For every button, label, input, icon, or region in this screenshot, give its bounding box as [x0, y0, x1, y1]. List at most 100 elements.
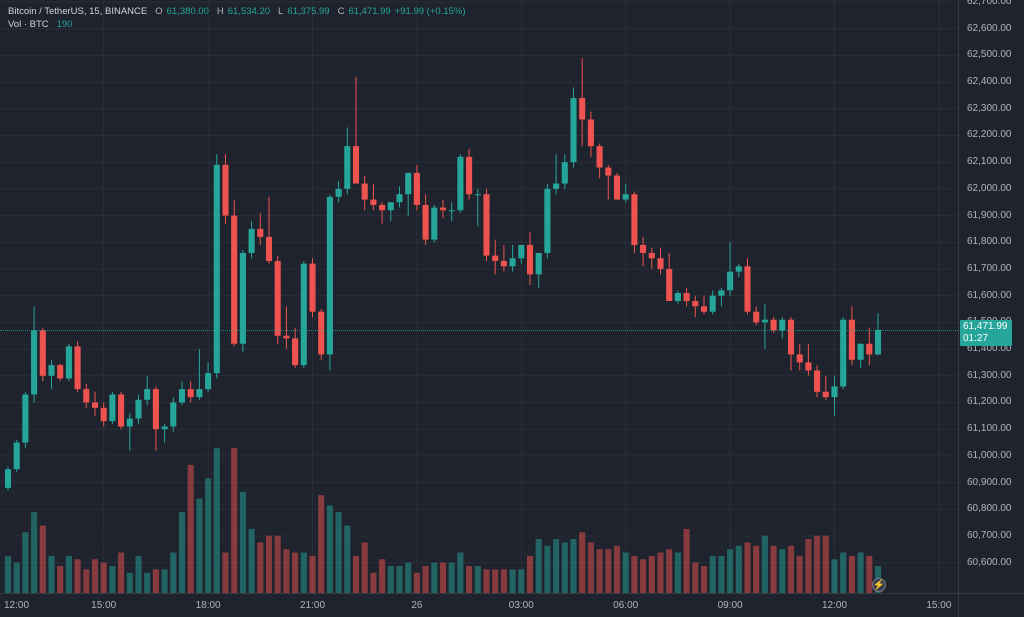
- candle[interactable]: [13, 439, 20, 472]
- candle[interactable]: [161, 423, 168, 443]
- candle[interactable]: [474, 188, 481, 227]
- candle[interactable]: [39, 327, 46, 382]
- candle[interactable]: [335, 180, 342, 203]
- candle[interactable]: [796, 343, 803, 371]
- candle[interactable]: [561, 154, 568, 189]
- candle[interactable]: [744, 258, 751, 315]
- candle[interactable]: [492, 239, 499, 275]
- candle[interactable]: [439, 199, 447, 219]
- candle[interactable]: [413, 164, 420, 211]
- candle[interactable]: [422, 194, 429, 245]
- candle[interactable]: [544, 183, 551, 259]
- candle[interactable]: [152, 386, 159, 451]
- candle[interactable]: [640, 236, 647, 267]
- candle[interactable]: [318, 309, 325, 360]
- candle[interactable]: [840, 317, 847, 390]
- candle[interactable]: [692, 295, 699, 318]
- candle[interactable]: [631, 191, 638, 253]
- candle[interactable]: [196, 349, 203, 400]
- candle[interactable]: [344, 127, 351, 195]
- candle[interactable]: [648, 247, 655, 269]
- candle[interactable]: [178, 381, 186, 406]
- candle[interactable]: [309, 258, 316, 318]
- candle[interactable]: [74, 341, 81, 392]
- candle[interactable]: [822, 375, 829, 400]
- candle[interactable]: [831, 375, 838, 416]
- candle[interactable]: [570, 87, 577, 168]
- volume-label[interactable]: Vol · BTC: [8, 19, 49, 30]
- candle[interactable]: [283, 306, 290, 350]
- candle[interactable]: [387, 202, 394, 221]
- candle[interactable]: [257, 212, 264, 245]
- candle[interactable]: [91, 391, 99, 416]
- candle[interactable]: [622, 183, 629, 203]
- candle[interactable]: [657, 247, 664, 275]
- candle[interactable]: [231, 199, 238, 347]
- candlestick-series[interactable]: [0, 0, 958, 593]
- candle[interactable]: [448, 202, 455, 221]
- candle[interactable]: [848, 306, 855, 366]
- candle[interactable]: [31, 306, 38, 403]
- candle[interactable]: [57, 363, 64, 382]
- candle[interactable]: [727, 242, 734, 296]
- candle[interactable]: [265, 196, 273, 264]
- candle[interactable]: [405, 172, 412, 216]
- candle[interactable]: [466, 148, 473, 200]
- candle[interactable]: [674, 290, 681, 304]
- candle[interactable]: [431, 204, 438, 243]
- candle[interactable]: [753, 306, 760, 326]
- candle[interactable]: [666, 252, 673, 302]
- candle[interactable]: [553, 154, 560, 195]
- candle[interactable]: [857, 343, 864, 368]
- candle[interactable]: [518, 244, 525, 264]
- candle[interactable]: [274, 255, 281, 344]
- candle[interactable]: [187, 381, 194, 403]
- candle[interactable]: [500, 244, 507, 272]
- candle[interactable]: [239, 250, 246, 352]
- candle[interactable]: [874, 313, 882, 356]
- candle[interactable]: [483, 188, 490, 261]
- candle[interactable]: [300, 260, 307, 368]
- candle[interactable]: [292, 327, 299, 368]
- candle[interactable]: [605, 164, 612, 200]
- candle[interactable]: [535, 252, 542, 288]
- candle[interactable]: [361, 175, 368, 211]
- candle[interactable]: [787, 317, 795, 371]
- candle[interactable]: [779, 317, 786, 339]
- candle[interactable]: [100, 402, 107, 427]
- candle[interactable]: [109, 391, 116, 424]
- candle[interactable]: [144, 375, 151, 406]
- chart-area[interactable]: [0, 0, 958, 593]
- candle[interactable]: [22, 391, 29, 448]
- candle[interactable]: [579, 58, 586, 147]
- candle[interactable]: [735, 263, 742, 277]
- candle[interactable]: [709, 290, 716, 315]
- time-scale[interactable]: 12:00 15:00 18:00 21:00 26 03:00 06:00 09:00 12:…: [0, 593, 958, 617]
- candle[interactable]: [248, 220, 255, 259]
- candle[interactable]: [326, 194, 333, 371]
- candle[interactable]: [509, 244, 516, 272]
- candle[interactable]: [587, 111, 594, 157]
- candle[interactable]: [205, 362, 212, 392]
- symbol-title[interactable]: Bitcoin / TetherUS, 15, BINANCE: [8, 6, 148, 17]
- candle[interactable]: [379, 202, 386, 224]
- candle[interactable]: [718, 287, 725, 307]
- candle[interactable]: [126, 413, 133, 451]
- candle[interactable]: [700, 295, 708, 315]
- candle[interactable]: [352, 76, 360, 184]
- candle[interactable]: [457, 154, 464, 213]
- candle[interactable]: [370, 183, 377, 211]
- candle[interactable]: [213, 154, 220, 379]
- candle[interactable]: [4, 466, 12, 491]
- lightning-icon[interactable]: ⚡: [872, 578, 886, 592]
- candle[interactable]: [118, 391, 125, 430]
- candle[interactable]: [683, 287, 690, 307]
- price-scale[interactable]: 62,700.00 62,600.00 62,500.00 62,400.00 62,3…: [958, 0, 1024, 593]
- candle[interactable]: [596, 143, 603, 179]
- candle[interactable]: [396, 186, 403, 208]
- candle[interactable]: [761, 303, 768, 350]
- candle[interactable]: [135, 394, 142, 424]
- candle[interactable]: [170, 397, 177, 432]
- candle[interactable]: [65, 343, 72, 382]
- candle[interactable]: [48, 359, 55, 390]
